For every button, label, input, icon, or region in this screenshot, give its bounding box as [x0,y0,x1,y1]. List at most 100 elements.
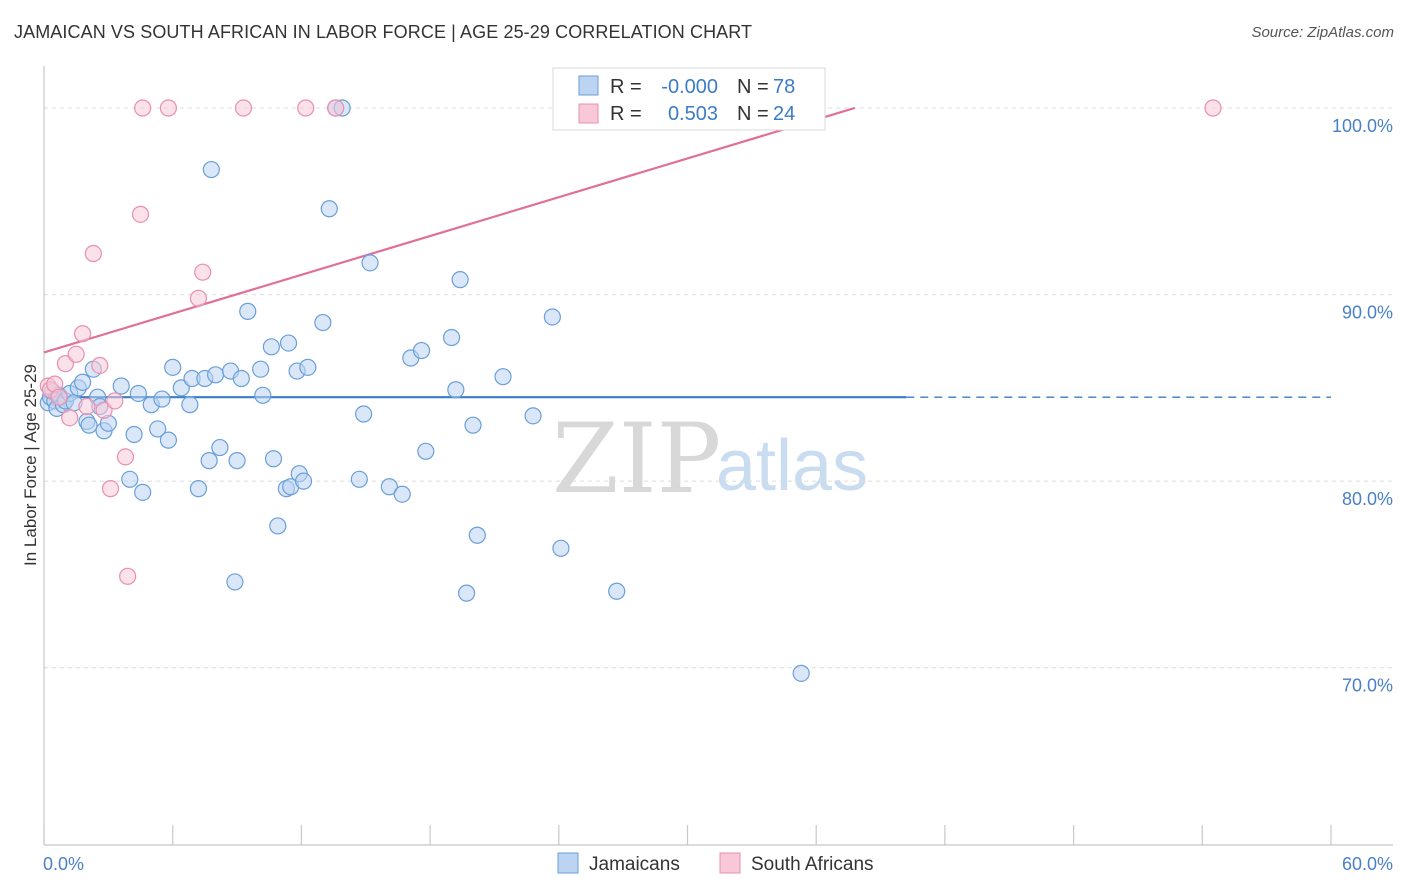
point-jamaicans-56 [320,200,338,218]
point-south-africans-12 [101,480,120,498]
chart-source: Source: ZipAtlas.com [1251,24,1394,41]
point-south-africans-24 [1204,99,1222,117]
point-jamaicans-32 [189,480,208,498]
correlation-legend: R = -0.000 N = 78 R = 0.503 N = 24 [552,67,826,131]
point-south-africans-19 [189,289,208,307]
legend-swatch-jamaicans [578,75,599,96]
y-tick-label-100: 100.0% [1332,116,1393,136]
point-south-africans-17 [134,99,152,117]
series-legend: Jamaicans South Africans [557,852,874,875]
point-jamaicans-20 [121,470,139,488]
x-tick-label-max: 60.0% [1342,854,1393,874]
point-jamaicans-37 [211,438,229,457]
point-jamaicans-76 [552,539,570,557]
legend-swatch-south-africans [578,103,599,124]
watermark-atlas: atlas [716,426,868,506]
point-jamaicans-34 [200,452,218,470]
point-jamaicans-65 [412,341,431,360]
point-jamaicans-25 [149,420,167,438]
point-south-africans-23 [327,99,345,117]
point-jamaicans-39 [226,573,244,591]
y-tick-label-80: 80.0% [1342,489,1393,509]
point-south-africans-15 [119,567,137,585]
point-jamaicans-45 [262,338,280,356]
point-jamaicans-11 [74,373,92,391]
point-jamaicans-55 [314,313,332,332]
point-jamaicans-27 [159,431,178,449]
legend-n-label-south-africans: N = [737,103,769,125]
point-jamaicans-54 [299,358,317,376]
point-jamaicans-36 [207,366,225,384]
trend-line-south-africans [43,106,856,354]
point-jamaicans-46 [264,450,283,468]
point-south-africans-18 [159,99,178,117]
point-jamaicans-42 [239,302,257,320]
point-jamaicans-62 [380,478,398,496]
bottom-legend-swatch-jamaicans [557,852,579,874]
point-jamaicans-28 [164,358,182,376]
chart-title: JAMAICAN VS SOUTH AFRICAN IN LABOR FORCE… [14,22,753,42]
point-jamaicans-30 [181,396,199,414]
y-axis-label: In Labor Force | Age 25-29 [21,364,40,566]
legend-n-value-south-africans: 24 [773,103,795,125]
point-jamaicans-60 [355,405,373,423]
point-south-africans-14 [116,448,135,466]
point-jamaicans-35 [202,160,220,179]
point-jamaicans-13 [80,416,98,434]
point-jamaicans-75 [543,308,561,326]
x-tick-label-min: 0.0% [43,854,84,874]
point-jamaicans-61 [361,254,379,272]
point-jamaicans-53 [294,472,313,490]
bottom-legend-swatch-south-africans [719,852,741,874]
point-jamaicans-47 [269,517,287,535]
point-jamaicans-21 [125,425,143,444]
point-jamaicans-68 [447,381,465,399]
y-tick-label-90: 90.0% [1342,303,1393,323]
point-jamaicans-40 [228,452,246,470]
point-south-africans-8 [78,397,96,416]
point-jamaicans-19 [112,377,130,395]
point-south-africans-9 [84,244,102,263]
data-points [39,99,1222,682]
legend-r-value-south-africans: 0.503 [668,103,718,125]
point-south-africans-7 [74,325,92,343]
legend-n-label-jamaicans: N = [737,76,769,98]
point-jamaicans-70 [457,584,476,602]
point-jamaicans-71 [464,416,482,434]
trend-lines [43,106,1331,399]
legend-n-value-jamaicans: 78 [773,76,795,98]
legend-r-label-jamaicans: R = [610,76,642,98]
point-jamaicans-43 [252,360,270,378]
bottom-legend-label-jamaicans: Jamaicans [589,854,680,875]
point-south-africans-10 [91,356,109,375]
point-jamaicans-73 [494,368,512,386]
point-jamaicans-23 [134,483,152,501]
point-jamaicans-77 [608,582,626,600]
legend-r-label-south-africans: R = [610,103,642,125]
point-jamaicans-74 [524,407,542,425]
point-south-africans-3 [50,388,68,406]
point-south-africans-6 [67,345,85,363]
legend-r-value-jamaicans: -0.000 [661,76,718,98]
point-jamaicans-72 [468,526,486,544]
axis-labels: In Labor Force | Age 25-29 0.0% 60.0% 70… [21,116,1393,874]
point-jamaicans-22 [129,384,147,403]
point-jamaicans-63 [393,485,411,503]
point-jamaicans-41 [232,369,250,388]
point-south-africans-13 [106,392,124,410]
point-jamaicans-67 [442,328,461,347]
point-south-africans-21 [234,99,253,117]
grid-lines [44,107,1393,669]
point-jamaicans-66 [417,442,435,460]
watermark: ZIP atlas [552,403,868,515]
point-jamaicans-59 [350,470,368,488]
point-jamaicans-44 [254,386,272,404]
axes [43,66,1393,846]
point-jamaicans-26 [153,390,171,408]
point-south-africans-16 [131,205,150,223]
point-south-africans-20 [194,263,212,281]
bottom-legend-label-south-africans: South Africans [751,854,874,875]
point-south-africans-5 [61,409,79,427]
point-jamaicans-49 [279,334,298,352]
